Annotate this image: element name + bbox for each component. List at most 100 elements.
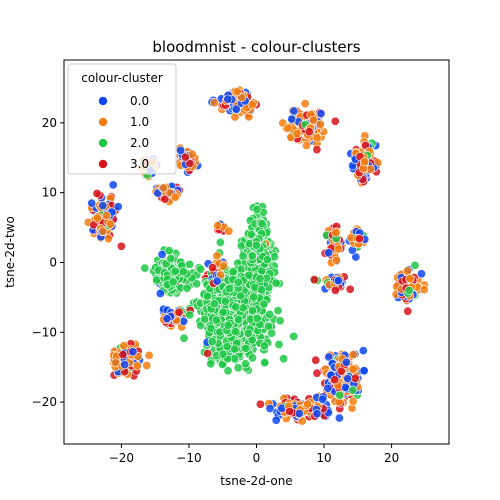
chart-title: bloodmnist - colour-clusters [152,38,360,56]
legend-label: 3.0 [130,157,149,171]
data-point [350,373,360,383]
data-point [312,409,322,419]
x-tick-label: −10 [176,451,201,465]
data-point [182,283,192,293]
data-point [243,328,253,338]
data-point [236,291,246,301]
data-point [102,211,112,221]
data-point [223,94,233,104]
x-tick-label: −20 [109,451,134,465]
data-point [209,98,219,108]
data-point [331,255,341,265]
data-point [279,354,289,364]
data-point [262,255,272,265]
data-point [402,266,412,276]
data-point [247,251,257,261]
data-point [128,347,138,357]
data-point [228,267,238,277]
y-axis-label: tsne-2d-two [3,216,17,288]
data-point [120,360,130,370]
data-point [185,259,195,269]
data-point [215,237,225,247]
data-point [111,358,121,368]
data-point [200,314,210,324]
data-point [244,270,254,280]
data-point [108,180,118,190]
data-point [192,279,202,289]
data-point [208,263,218,273]
data-point [164,246,174,256]
data-point [247,100,257,110]
data-point [341,357,351,367]
data-point [170,192,180,202]
data-point [168,277,178,287]
y-tick-label: 20 [42,116,57,130]
data-point [116,241,126,251]
data-point [185,159,195,169]
data-point [271,278,281,288]
data-point [241,343,251,353]
data-point [348,364,358,374]
data-point [292,129,302,139]
data-point [348,350,358,360]
data-point [103,234,113,244]
data-point [354,234,364,244]
data-point [312,145,322,155]
data-point [223,366,233,376]
data-point [206,359,216,369]
data-point [203,348,213,358]
data-point [218,307,228,317]
data-point [304,127,314,137]
data-point [303,399,313,409]
y-tick-label: 10 [42,186,57,200]
data-point [273,306,283,316]
data-point [249,292,259,302]
data-point [330,285,340,295]
data-point [359,366,369,376]
legend-label: 2.0 [130,136,149,150]
data-point [106,219,116,229]
data-point [330,375,340,385]
data-point [311,355,321,365]
data-point [312,368,322,378]
data-point [222,341,232,351]
data-point [265,309,275,319]
data-point [312,133,322,143]
data-point [142,360,152,370]
data-point [218,261,228,271]
data-point [98,201,108,211]
y-axis: −20 −10 0 10 20 [32,116,64,409]
data-point [92,189,102,199]
data-point [252,204,262,214]
data-point [213,221,223,231]
data-point [207,337,217,347]
legend: colour-cluster 0.0 1.0 2.0 3.0 [67,63,177,175]
data-point [416,269,426,279]
data-point [255,274,265,284]
legend-title: colour-cluster [81,71,163,85]
data-point [330,116,340,126]
data-point [274,339,284,349]
data-point [294,408,304,418]
data-point [174,307,184,317]
y-tick-label: 0 [49,255,57,269]
data-point [405,274,415,284]
data-point [224,283,234,293]
data-point [283,123,293,133]
data-point [333,244,343,254]
data-point [160,194,170,204]
data-point [170,266,180,276]
data-point [248,353,258,363]
legend-marker [98,117,108,127]
data-point [323,383,333,393]
data-point [231,104,241,114]
data-point [218,349,228,359]
data-point [247,335,257,345]
legend-marker [98,159,108,169]
data-point [259,341,269,351]
data-point [348,396,358,406]
data-point [179,316,189,326]
data-point [185,310,195,320]
data-point [260,357,270,367]
